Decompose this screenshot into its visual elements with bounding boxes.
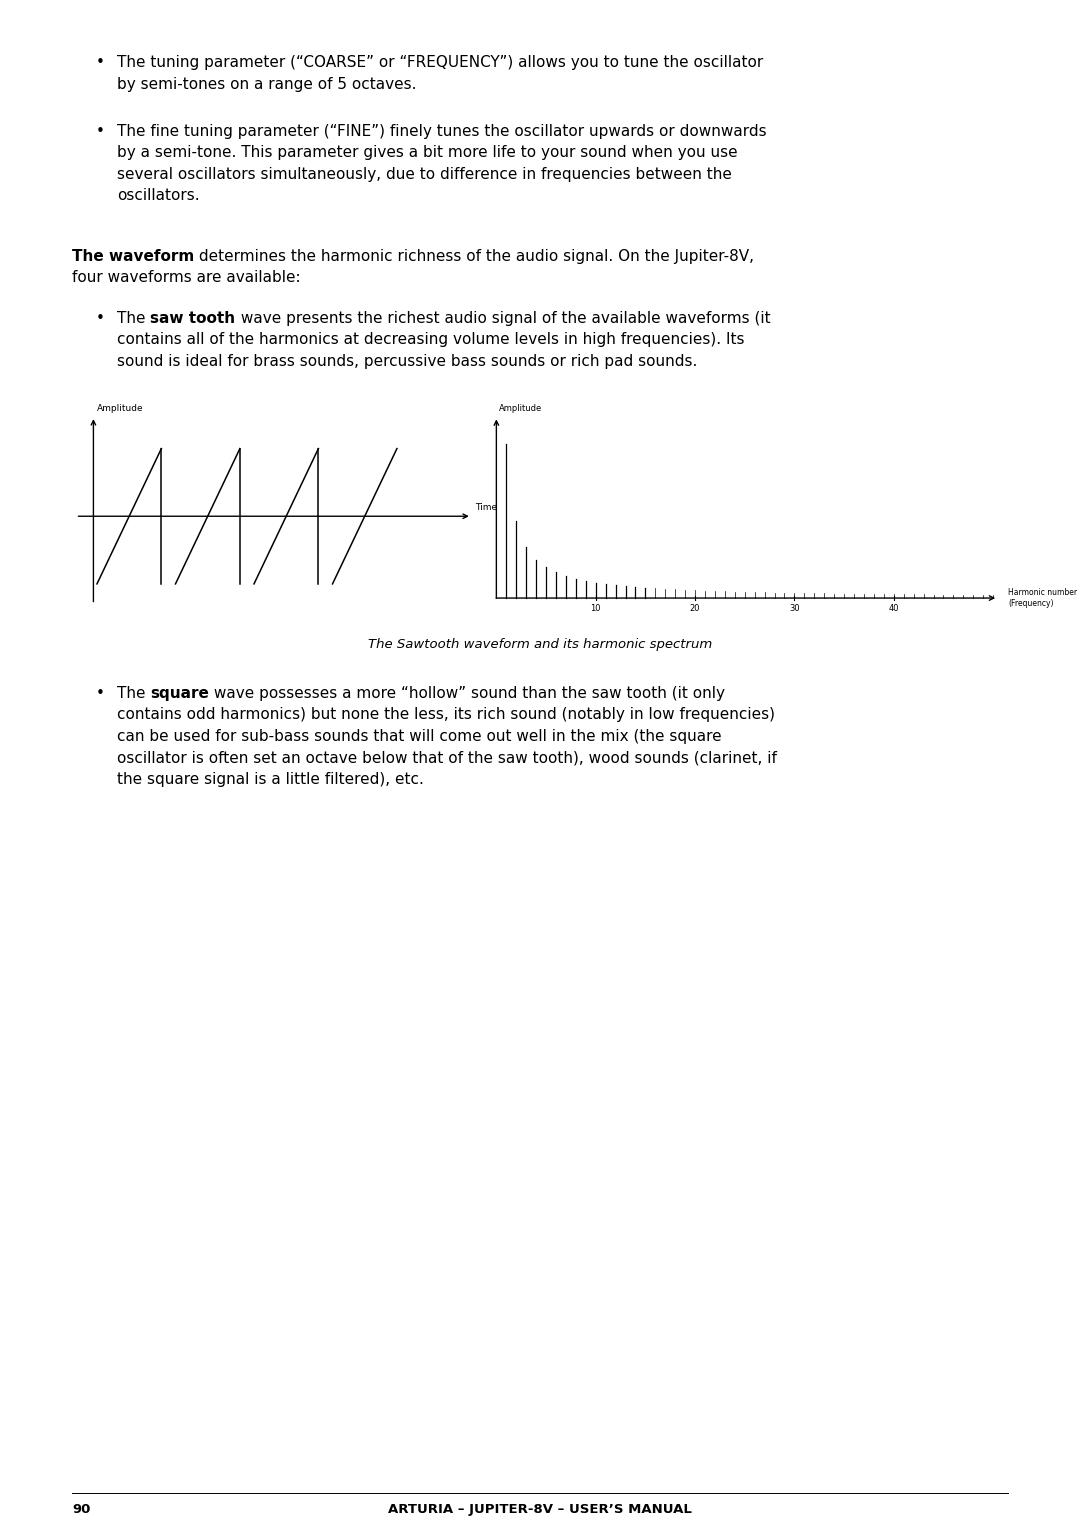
Text: The: The: [117, 686, 150, 701]
Text: •: •: [95, 55, 105, 70]
Text: (Frequency): (Frequency): [1008, 599, 1053, 608]
Text: Time: Time: [475, 503, 498, 512]
Text: Amplitude: Amplitude: [97, 405, 144, 413]
Text: Harmonic number: Harmonic number: [1008, 587, 1077, 596]
Text: •: •: [95, 686, 105, 701]
Text: several oscillators simultaneously, due to difference in frequencies between the: several oscillators simultaneously, due …: [117, 167, 732, 182]
Text: oscillator is often set an octave below that of the saw tooth), wood sounds (cla: oscillator is often set an octave below …: [117, 750, 777, 766]
Text: four waveforms are available:: four waveforms are available:: [72, 270, 300, 286]
Text: contains all of the harmonics at decreasing volume levels in high frequencies). : contains all of the harmonics at decreas…: [117, 333, 744, 347]
Text: 10: 10: [591, 604, 600, 613]
Text: 30: 30: [789, 604, 799, 613]
Text: can be used for sub-bass sounds that will come out well in the mix (the square: can be used for sub-bass sounds that wil…: [117, 729, 721, 744]
Text: The: The: [117, 310, 150, 325]
Text: wave possesses a more “hollow” sound than the saw tooth (it only: wave possesses a more “hollow” sound tha…: [210, 686, 726, 701]
Text: oscillators.: oscillators.: [117, 188, 200, 203]
Text: The fine tuning parameter (“FINE”) finely tunes the oscillator upwards or downwa: The fine tuning parameter (“FINE”) finel…: [117, 124, 767, 139]
Text: •: •: [95, 310, 105, 325]
Text: the square signal is a little filtered), etc.: the square signal is a little filtered),…: [117, 772, 423, 787]
Text: contains odd harmonics) but none the less, its rich sound (notably in low freque: contains odd harmonics) but none the les…: [117, 707, 775, 723]
Text: 40: 40: [889, 604, 899, 613]
Text: The waveform: The waveform: [72, 249, 194, 263]
Text: 20: 20: [690, 604, 700, 613]
Text: by semi-tones on a range of 5 octaves.: by semi-tones on a range of 5 octaves.: [117, 76, 417, 92]
Text: sound is ideal for brass sounds, percussive bass sounds or rich pad sounds.: sound is ideal for brass sounds, percuss…: [117, 354, 698, 368]
Text: saw tooth: saw tooth: [150, 310, 235, 325]
Text: ARTURIA – JUPITER-8V – USER’S MANUAL: ARTURIA – JUPITER-8V – USER’S MANUAL: [388, 1504, 692, 1516]
Text: Amplitude: Amplitude: [499, 405, 542, 414]
Text: •: •: [95, 124, 105, 139]
Text: square: square: [150, 686, 210, 701]
Text: 90: 90: [72, 1504, 91, 1516]
Text: by a semi-tone. This parameter gives a bit more life to your sound when you use: by a semi-tone. This parameter gives a b…: [117, 145, 738, 160]
Text: determines the harmonic richness of the audio signal. On the Jupiter-8V,: determines the harmonic richness of the …: [194, 249, 754, 263]
Text: wave presents the richest audio signal of the available waveforms (it: wave presents the richest audio signal o…: [235, 310, 770, 325]
Text: The tuning parameter (“COARSE” or “FREQUENCY”) allows you to tune the oscillator: The tuning parameter (“COARSE” or “FREQU…: [117, 55, 764, 70]
Text: The Sawtooth waveform and its harmonic spectrum: The Sawtooth waveform and its harmonic s…: [368, 639, 712, 651]
